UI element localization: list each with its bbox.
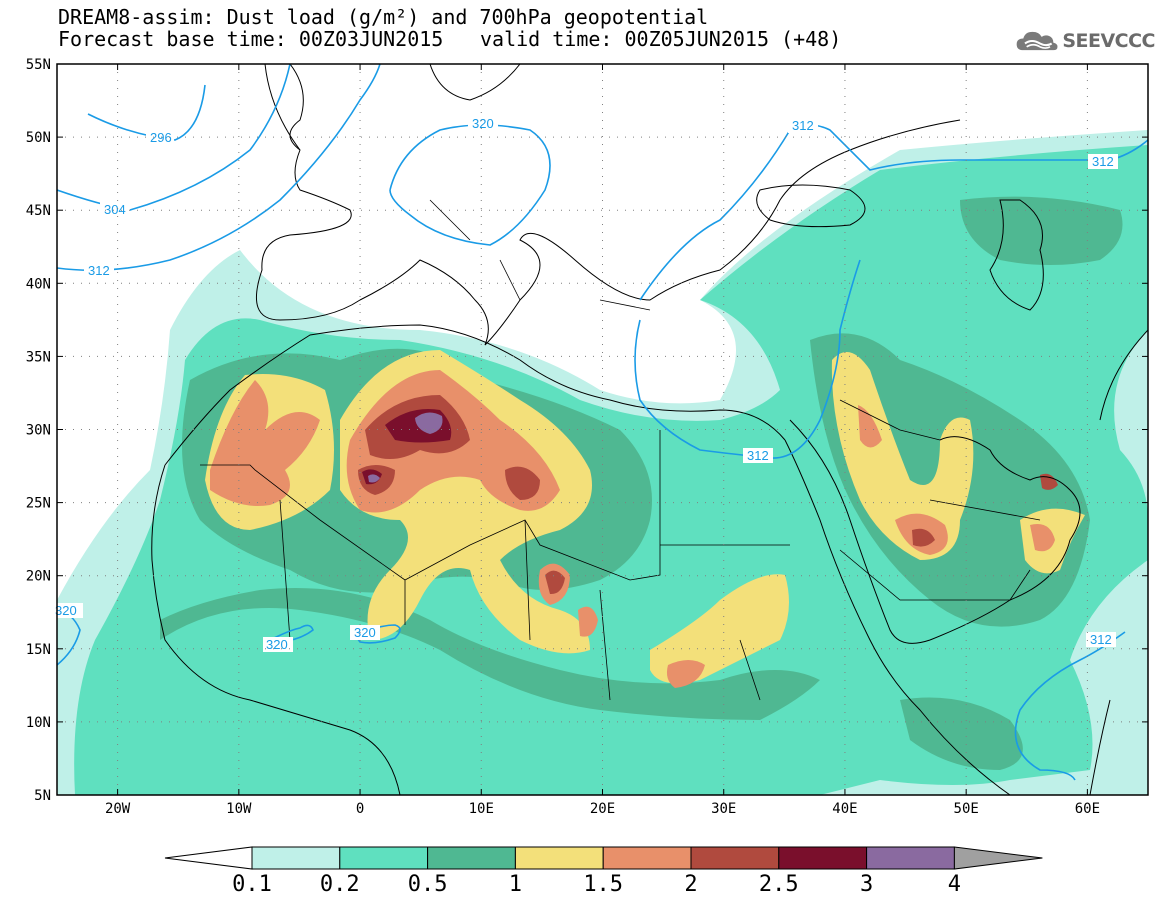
contour-label: 320 <box>55 603 77 618</box>
lon-label: 10W <box>226 801 252 817</box>
contour-320-south1 <box>267 624 314 643</box>
lon-label: 20E <box>590 801 615 817</box>
dust-region-0p5-east <box>900 697 1023 770</box>
contour-320-north <box>389 124 551 246</box>
colorbar-level-label: 1 <box>508 872 523 897</box>
contour-312-west <box>57 64 381 271</box>
contour-label: 312 <box>747 448 769 463</box>
dust-region-2-arabia <box>912 528 935 547</box>
lon-label: 10E <box>469 801 494 817</box>
colorbar-level-label: 0.2 <box>319 872 360 897</box>
colorbar-level-label: 4 <box>947 872 962 897</box>
contour-label: 304 <box>104 202 126 217</box>
lon-label: 60E <box>1075 801 1100 817</box>
dust-region-3 <box>415 412 443 434</box>
contour-label: 320 <box>266 637 288 652</box>
colorbar-level-label: 0.1 <box>232 872 272 897</box>
logo-text: SEEVCCC <box>1062 30 1155 52</box>
europe-coast <box>255 64 961 346</box>
lon-label: 0 <box>356 801 364 817</box>
seevccc-logo: SEEVCCC <box>1015 24 1155 58</box>
dust-region-0p5-sahel <box>160 588 820 720</box>
dust-region-1p5-saudi <box>858 405 882 448</box>
lon-label: 30E <box>711 801 736 817</box>
lat-label: 55N <box>26 57 51 73</box>
lat-label: 35N <box>26 349 51 365</box>
dust-region-1p5-sudan <box>666 660 705 688</box>
lat-label: 5N <box>34 788 51 804</box>
contour-labels: 296 304 312 320 312 312 312 320 320 320 … <box>53 116 1118 652</box>
lon-label: 50E <box>954 801 979 817</box>
dust-region-1p5-west <box>210 380 320 506</box>
contour-label: 312 <box>88 263 110 278</box>
colorbar-level-label: 1.5 <box>583 872 624 897</box>
coastlines <box>151 64 1148 795</box>
cloud-icon <box>1016 31 1058 51</box>
red-sea-west <box>784 439 1011 795</box>
black-sea <box>756 184 866 228</box>
colorbar-segment <box>427 846 516 870</box>
scandinavia-coast <box>429 64 521 101</box>
dust-region-2-gulf <box>1040 473 1058 490</box>
dust-region-1p5-chad2 <box>578 606 598 637</box>
lat-label: 30N <box>26 423 51 439</box>
lon-label: 20W <box>105 801 131 817</box>
dust-region-1-arabia <box>831 352 974 560</box>
colorbar-segment <box>778 846 868 870</box>
contour-label: 296 <box>150 130 172 145</box>
colorbar-segment <box>339 846 429 870</box>
latitude-labels: 55N 50N 45N 40N 35N 30N 25N 20N 15N 10N 5N <box>26 57 51 804</box>
lat-label: 15N <box>26 642 51 658</box>
arabia-coast <box>929 436 1081 641</box>
colorbar-level-label: 0.5 <box>407 872 448 897</box>
contour-label: 312 <box>792 118 814 133</box>
lon-label: 40E <box>832 801 857 817</box>
lat-label: 20N <box>26 569 51 585</box>
colorbar-high-arrow <box>953 846 1043 870</box>
base-time: Forecast base time: 00Z03JUN2015 <box>58 27 444 51</box>
dust-region-1p5-oman <box>1030 524 1055 552</box>
dust-region-1-sudan <box>650 574 789 684</box>
red-sea-east <box>789 419 931 644</box>
colorbar-segment <box>866 846 955 870</box>
contour-label: 320 <box>472 116 494 131</box>
map-title: DREAM8-assim: Dust load (g/m²) and 700hP… <box>58 5 709 29</box>
lat-label: 50N <box>26 130 51 146</box>
contour-312-southeast <box>1014 631 1126 781</box>
contour-label: 320 <box>354 625 376 640</box>
axis-ticks <box>57 63 1148 796</box>
valid-time: valid time: 00Z05JUN2015 (+48) <box>480 27 842 51</box>
lat-label: 40N <box>26 276 51 292</box>
contour-296 <box>87 84 206 141</box>
africa-north-coast <box>164 324 786 466</box>
asia-coast <box>1089 329 1148 795</box>
caspian <box>989 199 1044 311</box>
dust-region-2-chad <box>545 570 565 595</box>
lat-label: 10N <box>26 715 51 731</box>
lat-label: 45N <box>26 203 51 219</box>
dust-fields <box>57 130 1148 795</box>
africa-west-coast <box>151 464 401 795</box>
colorbar-segment <box>251 846 341 870</box>
colorbar-segment <box>690 846 780 870</box>
lat-label: 25N <box>26 496 51 512</box>
longitude-labels: 20W 10W 0 10E 20E 30E 40E 50E 60E <box>105 801 1100 817</box>
border-lines <box>200 199 1041 701</box>
colorbar-level-label: 2.5 <box>758 872 799 897</box>
colorbar <box>164 846 1043 870</box>
colorbar-level-label: 2 <box>684 872 698 897</box>
contour-label: 312 <box>1090 632 1112 647</box>
colorbar-level-label: 3 <box>859 872 874 897</box>
colorbar-segment <box>514 846 604 870</box>
colorbar-low-arrow <box>164 846 253 870</box>
dust-region-2-libya <box>505 466 540 500</box>
contour-label: 312 <box>1092 154 1114 169</box>
dust-region-3-b <box>368 474 380 483</box>
colorbar-segment <box>602 846 692 870</box>
uk-coast <box>289 64 304 151</box>
contour-312-main <box>639 124 1148 301</box>
borders <box>200 199 1041 701</box>
